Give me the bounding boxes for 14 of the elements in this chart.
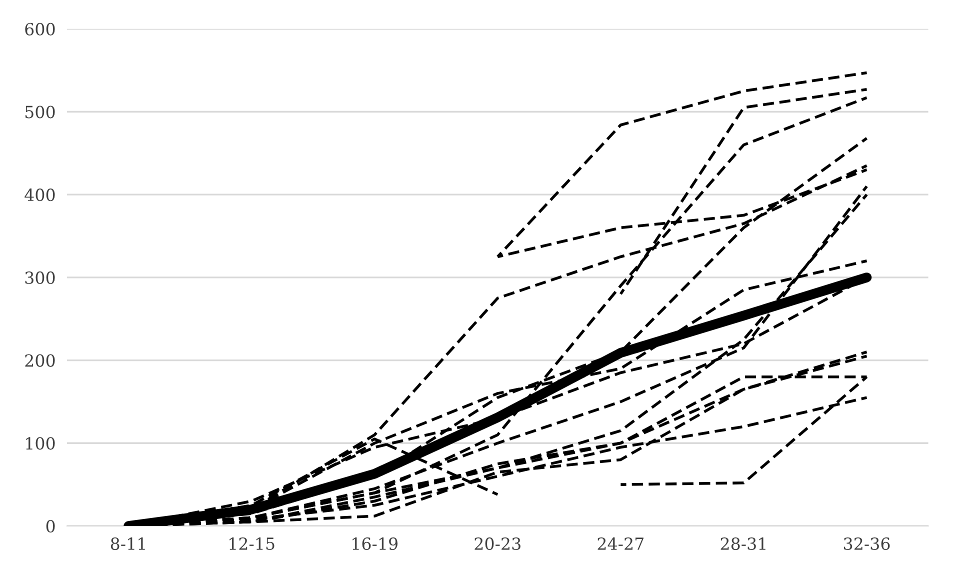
x-tick-label: 24-27 — [598, 537, 644, 550]
y-tick-label: 500 — [25, 106, 55, 118]
y-tick-label: 600 — [25, 22, 55, 36]
x-tick-label: 8-11 — [110, 537, 145, 550]
x-tick-label: 28-31 — [720, 537, 766, 550]
y-tick-label: 100 — [26, 437, 55, 450]
y-tick-label: 0 — [46, 520, 55, 533]
x-tick-label: 16-19 — [352, 537, 398, 550]
x-tick-label: 20-23 — [474, 537, 520, 550]
y-tick-label: 300 — [25, 271, 55, 284]
y-tick-label: 400 — [24, 188, 55, 202]
y-tick-label: 200 — [25, 354, 55, 367]
x-tick-label: 12-15 — [230, 537, 274, 550]
x-tick-label: 32-36 — [844, 537, 890, 550]
